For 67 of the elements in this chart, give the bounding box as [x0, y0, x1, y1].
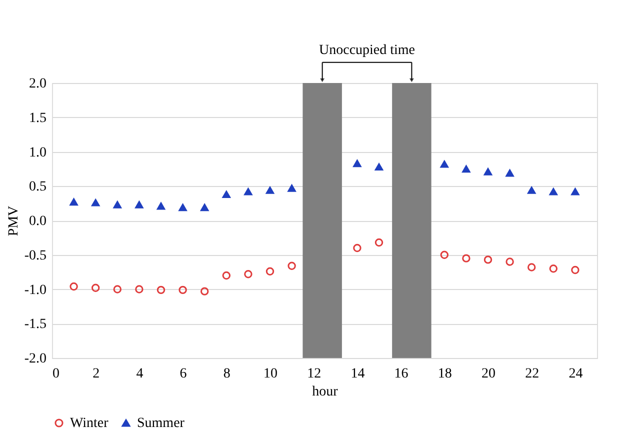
point: [156, 286, 166, 294]
legend-label: Summer: [137, 416, 185, 431]
y-tick-label: 0.5: [29, 180, 46, 195]
point: [91, 198, 100, 206]
point: [571, 188, 580, 196]
x-tick-label: 14: [350, 366, 365, 382]
x-tick-label: 18: [438, 366, 452, 382]
x-tick-label: 24: [568, 366, 583, 382]
point: [440, 250, 449, 259]
point: [91, 284, 100, 292]
y-tick-label: 0.0: [29, 214, 46, 229]
point: [244, 188, 252, 196]
point: [484, 168, 492, 176]
point: [178, 204, 187, 212]
x-tick-label: 12: [307, 366, 322, 382]
point: [135, 201, 144, 208]
point: [374, 163, 384, 171]
y-tick-label: 1.0: [29, 145, 46, 160]
point: [178, 286, 187, 294]
x-tick-label: 4: [136, 366, 144, 382]
point: [70, 198, 78, 206]
point: [135, 285, 144, 294]
x-tick-label: 2: [92, 366, 100, 382]
point: [374, 238, 384, 247]
x-tick-label: 20: [482, 366, 496, 382]
point: [484, 256, 492, 264]
point: [571, 266, 580, 274]
point: [70, 282, 78, 291]
point: [113, 285, 122, 294]
y-tick-label: -2.0: [24, 352, 46, 366]
point: [527, 263, 536, 272]
y-tick-label: 2.0: [29, 76, 46, 92]
y-axis-title: PMV: [6, 206, 22, 236]
x-tick-label: 8: [223, 366, 230, 382]
point: [156, 202, 166, 210]
point: [549, 264, 558, 273]
point: [288, 262, 296, 270]
point: [506, 258, 514, 266]
point: [222, 190, 231, 198]
y-tick-label: -0.5: [24, 248, 46, 264]
point: [462, 254, 470, 262]
x-tick-label: 22: [525, 366, 540, 382]
point: [244, 270, 252, 278]
point: [353, 160, 362, 168]
x-tick-label: 6: [180, 366, 187, 382]
point: [222, 271, 231, 280]
y-tick-label: -1.5: [24, 317, 46, 332]
text: Unoccupied time: [318, 42, 416, 58]
point: [462, 165, 470, 173]
point: [353, 244, 362, 252]
point: [288, 184, 296, 192]
x-tick-label: 16: [394, 366, 408, 382]
legend-label: Winter: [70, 416, 109, 431]
point: [527, 186, 536, 194]
point: [266, 267, 274, 276]
point: [200, 287, 209, 296]
y-tick-label: -1.0: [24, 282, 46, 298]
x-tick-label: 10: [264, 366, 278, 382]
point: [113, 201, 122, 208]
x-tick-label: 0: [52, 366, 60, 382]
point: [506, 169, 514, 177]
point: [440, 160, 449, 168]
point: [266, 186, 274, 194]
y-tick-label: 1.5: [29, 110, 46, 126]
point: [549, 188, 558, 196]
point: [200, 204, 209, 212]
x-axis-title: hour: [312, 384, 338, 400]
